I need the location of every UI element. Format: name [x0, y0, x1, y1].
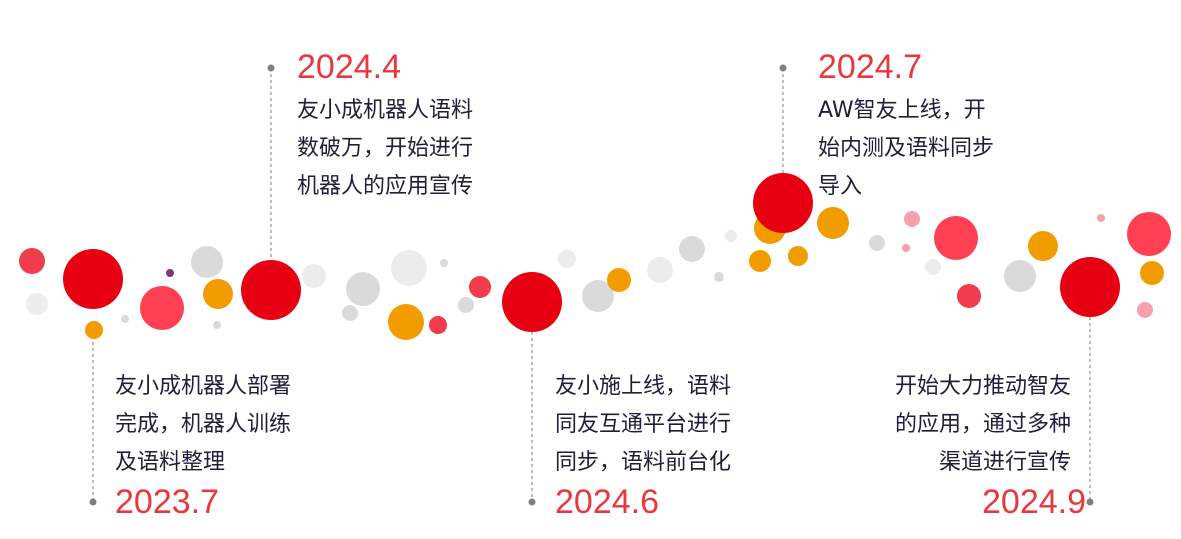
milestone-year-2023-7: 2023.7 [115, 483, 219, 521]
description-line: 及语料整理 [115, 450, 226, 475]
milestone-year-2024-4: 2024.4 [297, 48, 401, 86]
description-line: 友小施上线，语料 [555, 374, 732, 399]
milestone-bubble-2024-4 [241, 260, 301, 320]
milestone-bubble-2024-9 [1060, 257, 1120, 317]
description-line: 同友互通平台进行 [555, 412, 732, 437]
description-line: 渠道进行宣传 [938, 450, 1071, 475]
milestone-year-2024-9: 2024.9 [982, 483, 1086, 521]
description-line: 友小成机器人语料 [297, 98, 474, 123]
milestone-description-2023-7: 友小成机器人部署 完成，机器人训练 及语料整理 [115, 368, 291, 482]
description-line: 完成，机器人训练 [115, 412, 292, 437]
description-line: 数破万，开始进行 [297, 136, 474, 161]
description-line: 开始大力推动智友 [894, 374, 1071, 399]
connector-dot [267, 64, 275, 72]
connector-dot [779, 64, 787, 72]
description-line: 导入 [818, 174, 863, 199]
milestone-description-2024-7: AW智友上线，开 始内测及语料同步 导入 [818, 92, 994, 206]
milestone-year-2024-6: 2024.6 [555, 483, 659, 521]
milestone-year-2024-7: 2024.7 [818, 48, 922, 86]
milestone-description-2024-6: 友小施上线，语料 同友互通平台进行 同步，语料前台化 [555, 368, 731, 482]
milestone-bubble-2023-7 [63, 249, 123, 309]
milestone-bubble-2024-6 [502, 272, 562, 332]
description-line: 的应用，通过多种 [894, 412, 1071, 437]
connector-dot [89, 498, 97, 506]
milestone-bubble-2024-7 [753, 173, 813, 233]
description-line: 友小成机器人部署 [115, 374, 292, 399]
decorative-bubbles [19, 207, 1171, 340]
milestone-description-2024-9: 开始大力推动智友 的应用，通过多种 渠道进行宣传 [895, 368, 1071, 482]
connector-dot [1086, 498, 1094, 506]
description-line: 机器人的应用宣传 [297, 174, 474, 199]
description-line: 同步，语料前台化 [555, 450, 732, 475]
milestone-description-2024-4: 友小成机器人语料 数破万，开始进行 机器人的应用宣传 [297, 92, 473, 206]
description-line: 始内测及语料同步 [818, 136, 995, 161]
connector-dot [528, 498, 536, 506]
description-line: AW智友上线，开 [818, 98, 986, 123]
